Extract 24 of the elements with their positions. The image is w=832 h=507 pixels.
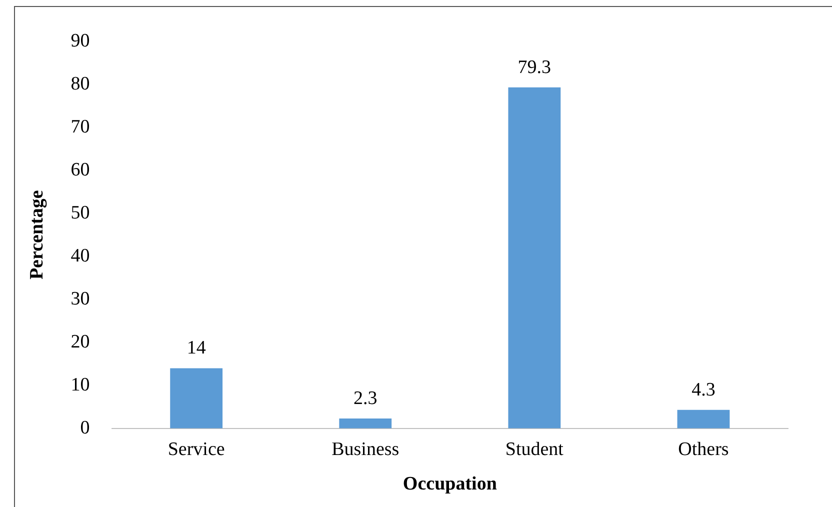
x-axis-title: Occupation [402, 474, 498, 495]
data-label: 14 [186, 338, 206, 359]
x-tick-label: Service [168, 438, 225, 460]
y-tick-label: 20 [70, 331, 90, 352]
bar [339, 418, 392, 428]
y-tick-label: 10 [70, 374, 90, 396]
x-tick-label: Student [505, 438, 564, 460]
y-tick-label: 30 [70, 288, 90, 310]
bar [170, 368, 223, 428]
data-label: 79.3 [518, 56, 552, 78]
data-label: 2.3 [354, 388, 378, 409]
y-tick-label: 90 [70, 30, 90, 52]
y-axis-title: Percentage [26, 190, 48, 280]
bar [508, 87, 561, 428]
y-tick-label: 0 [80, 417, 90, 438]
y-tick-label: 70 [70, 116, 90, 138]
y-tick-label: 60 [70, 159, 90, 180]
y-tick-label: 50 [70, 202, 90, 224]
bar [677, 410, 730, 428]
x-tick-label: Business [332, 438, 400, 460]
y-tick-label: 80 [70, 73, 90, 94]
x-tick-label: Others [678, 438, 729, 460]
y-tick-label: 40 [70, 245, 90, 266]
data-label: 4.3 [692, 379, 716, 400]
